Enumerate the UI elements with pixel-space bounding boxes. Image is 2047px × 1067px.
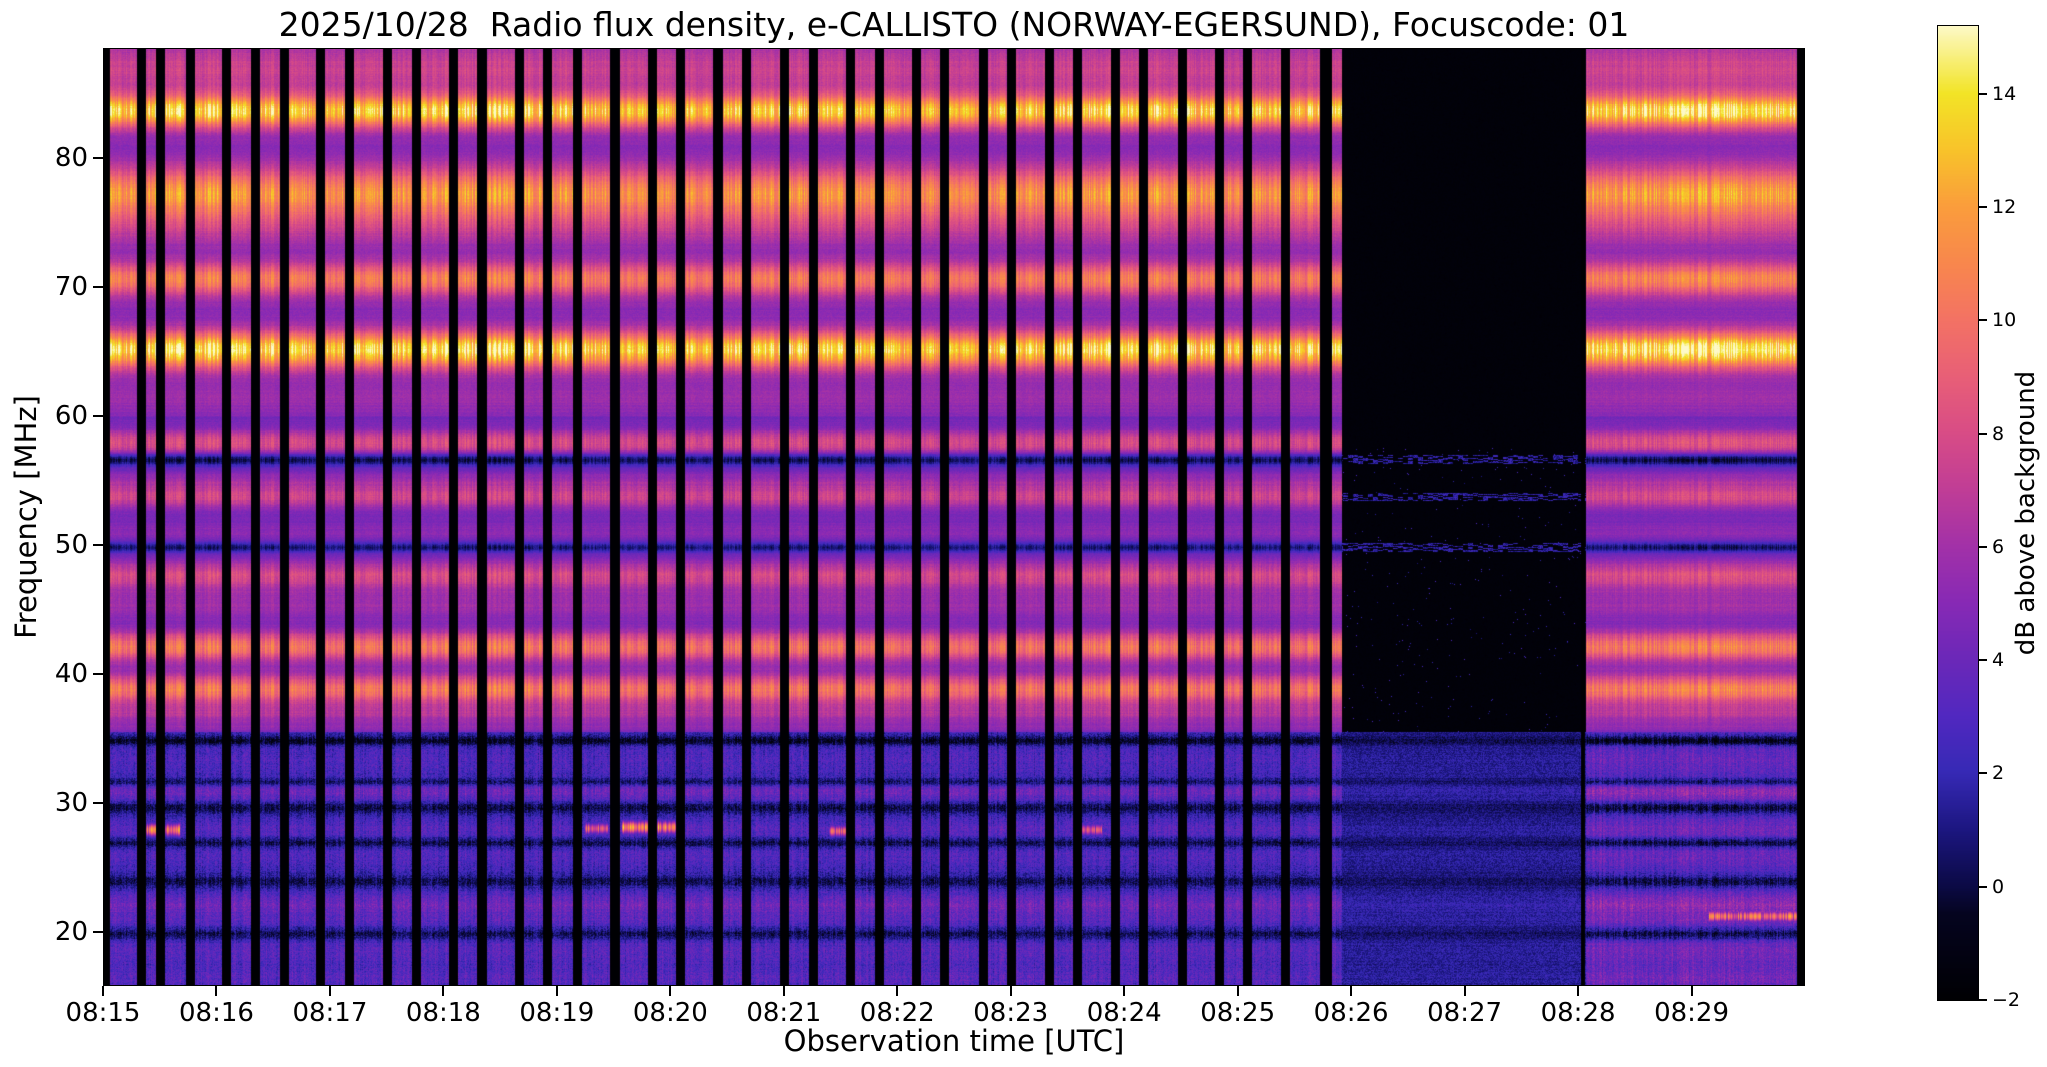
spectrogram-heatmap-canvas <box>103 48 1805 986</box>
colorbar-tick-label: 14 <box>1992 82 2017 105</box>
colorbar-tick-mark <box>1979 206 1987 209</box>
x-tick-label: 08:22 <box>859 998 935 1028</box>
x-tick-label: 08:16 <box>178 998 254 1028</box>
y-tick-mark <box>93 543 103 546</box>
colorbar-tick-mark <box>1979 885 1987 888</box>
colorbar-tick-mark <box>1979 772 1987 775</box>
x-tick-label: 08:23 <box>973 998 1049 1028</box>
colorbar-tick-label: 2 <box>1992 762 2005 785</box>
colorbar-tick-label: 0 <box>1992 875 2005 898</box>
y-tick-label: 50 <box>54 529 88 560</box>
chart-title: 2025/10/28 Radio flux density, e-CALLIST… <box>278 5 1630 44</box>
x-axis-label: Observation time [UTC] <box>783 1024 1125 1058</box>
x-tick-mark <box>442 986 445 996</box>
colorbar-tick-mark <box>1979 432 1987 435</box>
colorbar-tick-label: 4 <box>1992 649 2005 672</box>
x-tick-mark <box>1236 986 1239 996</box>
x-tick-mark <box>1463 986 1466 996</box>
colorbar-tick-mark <box>1979 659 1987 662</box>
colorbar-label: dB above background <box>2011 370 2041 656</box>
x-tick-label: 08:25 <box>1200 998 1276 1028</box>
y-axis-label: Frequency [MHz] <box>9 395 43 639</box>
y-tick-label: 30 <box>54 787 88 818</box>
y-tick-mark <box>93 672 103 675</box>
y-tick-label: 40 <box>54 658 88 689</box>
y-tick-mark <box>93 801 103 804</box>
x-tick-label: 08:18 <box>405 998 481 1028</box>
colorbar-tick-mark <box>1979 319 1987 322</box>
x-tick-mark <box>328 986 331 996</box>
colorbar-tick-mark <box>1979 999 1987 1001</box>
y-tick-mark <box>93 414 103 417</box>
x-tick-label: 08:26 <box>1313 998 1389 1028</box>
x-tick-label: 08:19 <box>519 998 595 1028</box>
colorbar-tick-label: 8 <box>1992 422 2005 445</box>
x-tick-mark <box>102 986 104 996</box>
y-tick-label: 80 <box>54 142 88 173</box>
x-tick-label: 08:15 <box>65 998 141 1028</box>
x-tick-mark <box>215 986 218 996</box>
x-tick-label: 08:29 <box>1654 998 1729 1028</box>
x-tick-mark <box>669 986 672 996</box>
colorbar-tick-mark <box>1979 545 1987 548</box>
colorbar-tick-label: 10 <box>1992 309 2017 332</box>
colorbar-tick-label: −2 <box>1992 989 2021 1011</box>
x-tick-label: 08:21 <box>746 998 822 1028</box>
colorbar-tick-mark <box>1979 92 1987 95</box>
x-tick-mark <box>555 986 558 996</box>
y-tick-mark <box>93 285 103 288</box>
x-tick-mark <box>1690 986 1693 996</box>
x-tick-label: 08:27 <box>1427 998 1503 1028</box>
x-tick-mark <box>896 986 899 996</box>
x-tick-label: 08:28 <box>1540 998 1616 1028</box>
x-tick-mark <box>1123 986 1126 996</box>
y-tick-label: 20 <box>54 916 88 947</box>
x-tick-label: 08:24 <box>1086 998 1162 1028</box>
colorbar-canvas <box>1937 25 1979 1001</box>
colorbar-tick-label: 12 <box>1992 196 2017 219</box>
y-tick-mark <box>93 156 103 159</box>
x-tick-label: 08:17 <box>292 998 368 1028</box>
x-tick-mark <box>1577 986 1580 996</box>
x-tick-label: 08:20 <box>632 998 708 1028</box>
y-tick-mark <box>93 930 103 933</box>
x-tick-mark <box>1350 986 1353 996</box>
x-tick-mark <box>1009 986 1012 996</box>
colorbar-tick-label: 6 <box>1992 535 2005 558</box>
y-tick-label: 70 <box>54 271 88 302</box>
x-tick-mark <box>782 986 785 996</box>
y-tick-label: 60 <box>54 400 88 431</box>
